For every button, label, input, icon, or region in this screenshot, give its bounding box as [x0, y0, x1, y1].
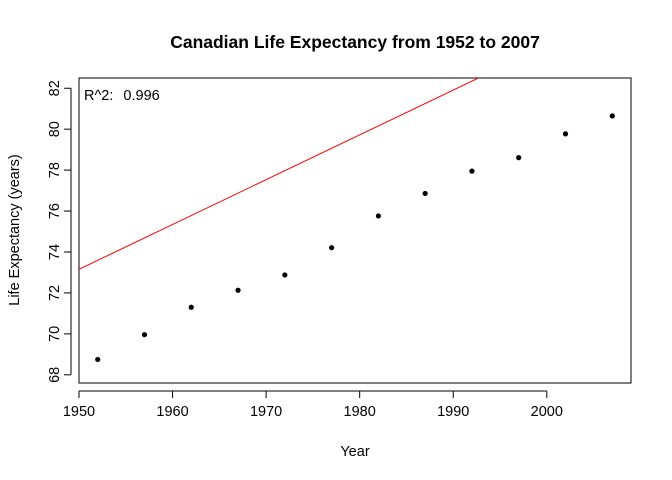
r-squared-label: R^2:: [84, 88, 113, 104]
y-tick-label: 70: [47, 326, 63, 342]
y-tick-label: 82: [47, 80, 63, 96]
y-axis: 68 70 72 74 76 78 80 82: [47, 80, 72, 383]
data-point: [141, 332, 148, 338]
data-point: [375, 213, 381, 219]
data-point: [235, 287, 241, 293]
x-axis: 1950 1960 1970 1980 1990 2000: [63, 390, 563, 420]
x-axis-label: Year: [340, 444, 369, 460]
x-tick-label: 1960: [156, 404, 188, 420]
r-squared-value: 0.996: [123, 88, 159, 104]
data-point: [282, 272, 288, 278]
chart-title: Canadian Life Expectancy from 1952 to 20…: [170, 32, 540, 52]
x-tick-label: 1950: [63, 404, 95, 420]
regression-line: [79, 78, 480, 270]
y-tick-label: 78: [47, 162, 63, 178]
x-tick-label: 1990: [437, 404, 469, 420]
y-tick-label: 74: [47, 244, 63, 260]
x-tick-label: 2000: [531, 404, 563, 420]
y-tick-label: 68: [47, 367, 63, 383]
data-point: [516, 155, 522, 161]
data-point: [95, 356, 101, 363]
data-point: [609, 113, 615, 119]
x-tick-label: 1970: [250, 404, 282, 420]
data-point: [188, 304, 194, 310]
y-tick-label: 80: [47, 121, 63, 137]
r-squared-annotation: R^2: 0.996: [84, 88, 160, 104]
y-tick-label: 72: [47, 285, 63, 301]
data-point: [422, 190, 428, 197]
data-point: [469, 168, 475, 174]
plot-frame: [78, 77, 632, 384]
x-tick-label: 1980: [344, 404, 376, 420]
data-point: [329, 245, 335, 251]
y-tick-label: 76: [47, 203, 63, 219]
data-point: [562, 131, 569, 137]
y-axis-label: Life Expectancy (years): [7, 154, 23, 306]
data-points: [95, 113, 615, 363]
regression-line-layer: [79, 78, 480, 270]
